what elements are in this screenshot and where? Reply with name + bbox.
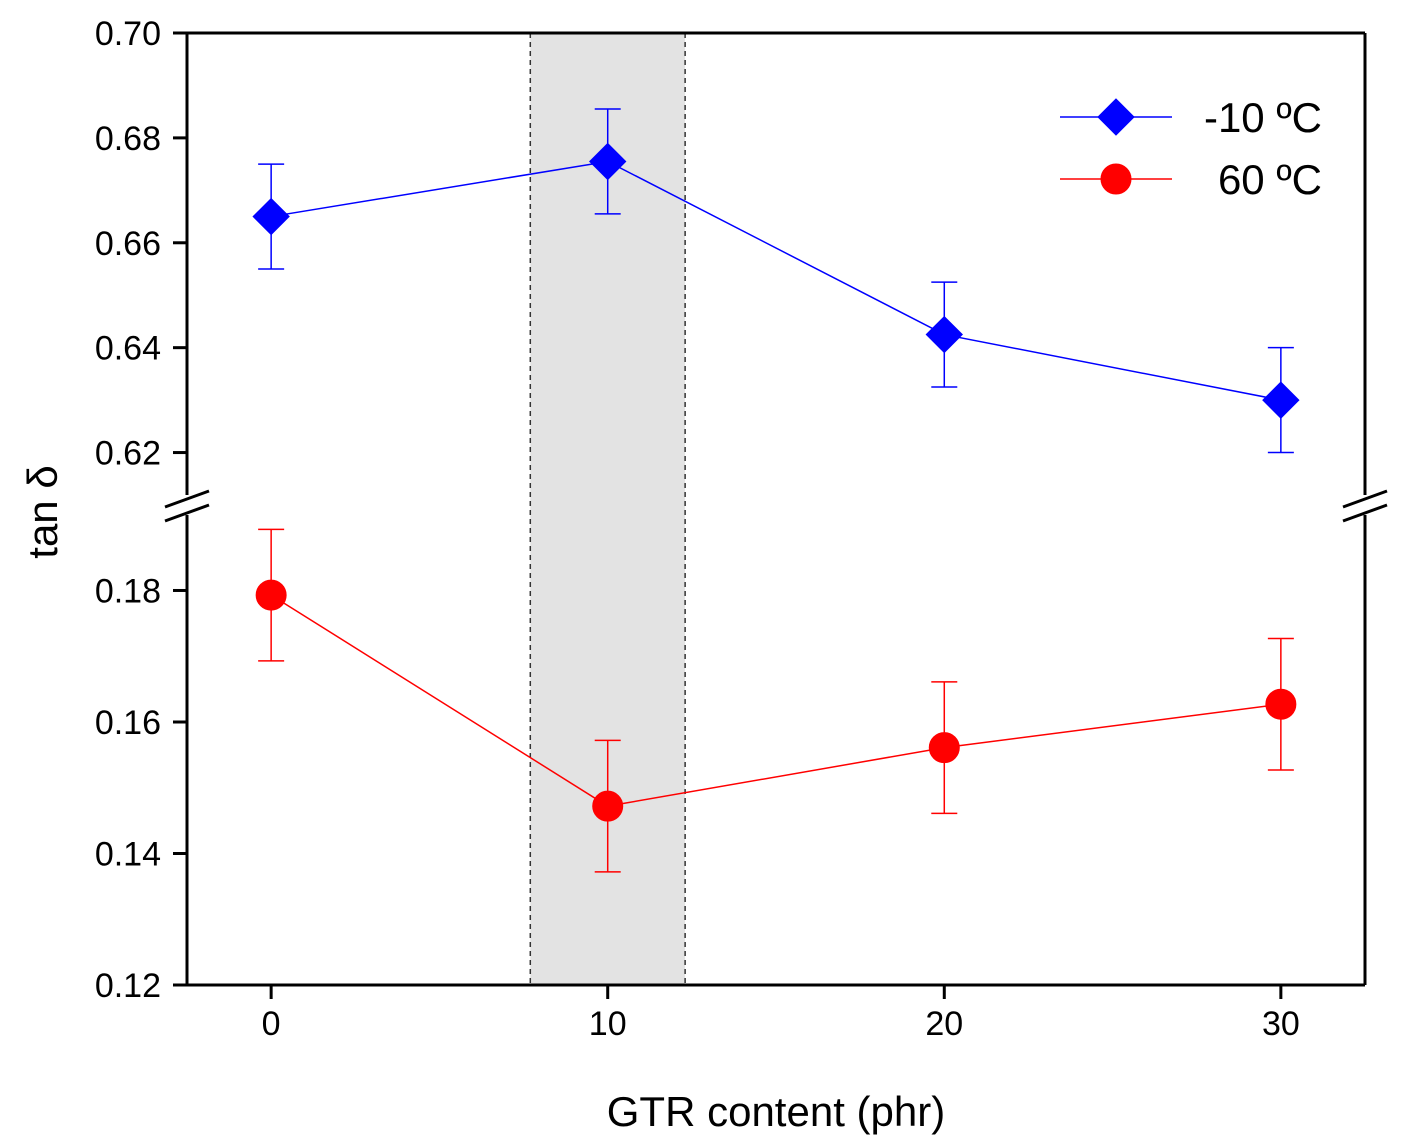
- series-layer: [252, 108, 1300, 873]
- series-line: [271, 160, 1282, 401]
- axis-break-mark-right-1: [1342, 489, 1388, 509]
- y-tick-label-lower: 0.18: [95, 572, 161, 610]
- data-point-diamond: [589, 142, 627, 181]
- series-60c: [255, 528, 1297, 873]
- y-tick-label-upper: 0.64: [95, 330, 161, 368]
- series-line: [270, 594, 1281, 807]
- data-point-diamond: [1262, 381, 1300, 419]
- data-point-diamond: [925, 315, 963, 354]
- x-axis-title: GTR content (phr): [607, 1088, 945, 1135]
- legend-item: 60 ºC: [1060, 156, 1322, 203]
- y-tick-label-upper: 0.70: [95, 15, 161, 53]
- data-point-circle: [255, 579, 287, 611]
- x-tick-label: 30: [1262, 1005, 1300, 1043]
- data-point-circle: [1265, 688, 1297, 720]
- legend-circle-marker: [1100, 163, 1132, 195]
- data-point-diamond: [252, 197, 290, 236]
- y-tick-label-lower: 0.14: [95, 835, 161, 873]
- axes-layer: 0 10 20 30 0.62 0.64 0.66 0.68 0.70 0.12 0.14 0.16 0…: [95, 15, 1388, 1043]
- axis-break-mark-right-2: [1342, 503, 1388, 523]
- axis-break-mark-left-2: [164, 503, 210, 523]
- data-point-circle: [592, 790, 624, 822]
- legend-diamond-marker: [1097, 98, 1135, 136]
- y-tick-label-upper: 0.68: [95, 120, 161, 158]
- y-tick-label-upper: 0.66: [95, 225, 161, 263]
- x-tick-label: 0: [262, 1005, 281, 1043]
- legend: -10 ºC 60 ºC: [1060, 94, 1322, 203]
- legend-item: -10 ºC: [1060, 94, 1322, 141]
- y-axis-title: tan δ: [19, 465, 66, 558]
- axis-titles: GTR content (phr) tan δ: [19, 465, 945, 1135]
- axis-break-mark-left-1: [164, 489, 210, 509]
- x-tick-label: 20: [925, 1005, 963, 1043]
- y-tick-label-lower: 0.12: [95, 967, 161, 1005]
- y-tick-label-upper: 0.62: [95, 435, 161, 473]
- x-tick-label: 10: [589, 1005, 627, 1043]
- legend-label: -10 ºC: [1204, 94, 1322, 141]
- legend-label: 60 ºC: [1218, 156, 1322, 203]
- data-point-circle: [928, 732, 960, 764]
- series-minus-10c: [252, 108, 1300, 454]
- y-tick-label-lower: 0.16: [95, 704, 161, 742]
